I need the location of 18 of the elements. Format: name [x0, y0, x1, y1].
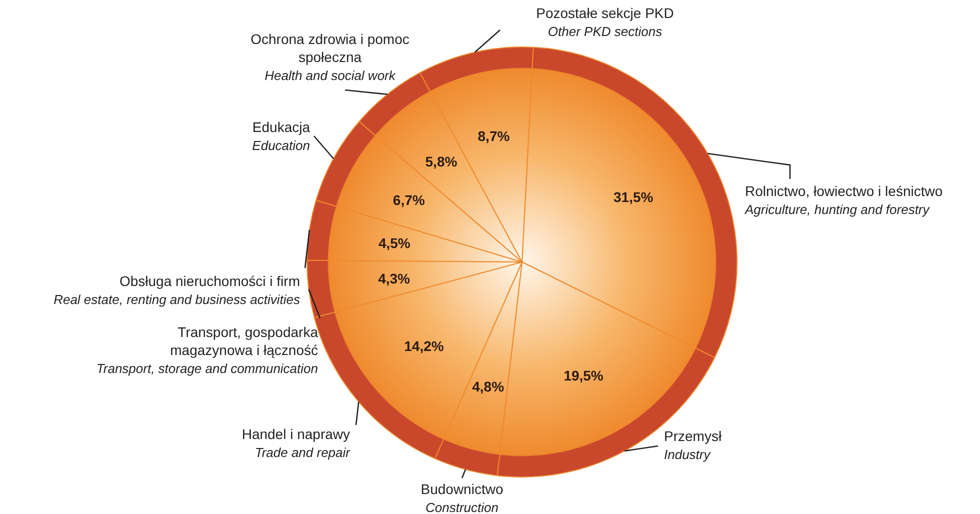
- slice-label: Rolnictwo, łowiectwo i leśnictwo Agriculture, hunting and forestry: [744, 183, 943, 217]
- data-label: 5,8%: [425, 153, 458, 170]
- data-label: 6,7%: [392, 192, 426, 208]
- slice-label: Ochrona zdrowia i pomoc społeczna Health and social work: [250, 31, 410, 83]
- data-label: 31,5%: [614, 188, 654, 205]
- data-label: 19,5%: [564, 367, 604, 384]
- data-label: 4,3%: [378, 270, 411, 286]
- slice-label: Handel i naprawy Trade and repair: [242, 426, 351, 460]
- slice-label: Przemysł Industry: [664, 428, 722, 462]
- slice-label: Obsługa nieruchomości i firm Real estate, renting and business activities: [54, 273, 300, 307]
- legend-label: Transport, gospodarka magazynowa i łączność Transport, storage and communication: [96, 324, 318, 376]
- slice-label: Edukacja Education: [252, 119, 310, 153]
- data-label: 14,2%: [404, 338, 444, 354]
- data-label: 4,8%: [472, 378, 505, 394]
- slice-label: Pozostałe sekcje PKD Other PKD sections: [536, 5, 674, 39]
- data-label: 4,5%: [378, 234, 411, 251]
- data-label: 8,7%: [478, 128, 510, 144]
- slice-label: Budownictwo Construction: [420, 481, 504, 514]
